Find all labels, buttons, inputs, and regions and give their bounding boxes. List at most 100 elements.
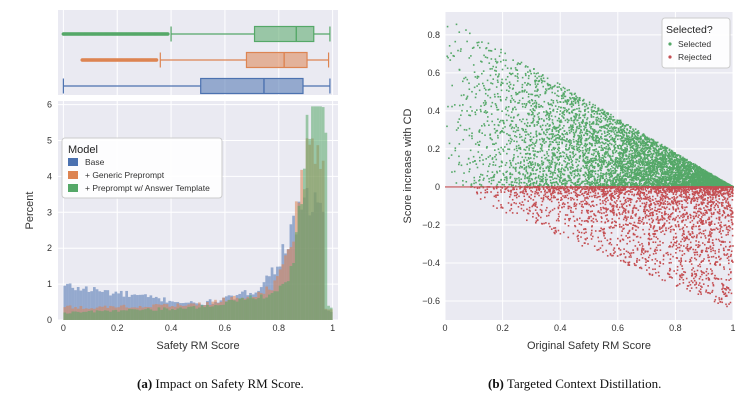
- scatter-point-selected: [619, 173, 621, 175]
- scatter-point-selected: [674, 152, 676, 154]
- scatter-point-selected: [480, 173, 482, 176]
- scatter-point-selected: [636, 130, 639, 133]
- scatter-point-selected: [574, 98, 577, 101]
- scatter-point-selected: [628, 153, 631, 156]
- scatter-point-selected: [668, 174, 671, 177]
- scatter-point-selected: [569, 171, 571, 174]
- scatter-point-selected: [553, 154, 556, 157]
- scatter-point-selected: [503, 122, 505, 125]
- scatter-point-selected: [648, 169, 650, 172]
- scatter-point-selected: [703, 173, 705, 175]
- scatter-point-selected: [612, 119, 614, 121]
- scatter-point-selected: [576, 96, 578, 99]
- hist-bar: [157, 307, 161, 320]
- hist-bar: [189, 306, 193, 320]
- scatter-point-selected: [661, 177, 664, 180]
- scatter-point-selected: [529, 140, 532, 142]
- scatter-point-selected: [611, 162, 613, 164]
- scatter-point-selected: [603, 173, 605, 176]
- scatter-point-selected: [591, 143, 593, 145]
- hist-bar: [63, 312, 67, 320]
- scatter-point-selected: [574, 184, 577, 187]
- scatter-point-selected: [646, 155, 649, 158]
- scatter-point-selected: [505, 181, 508, 184]
- scatter-point-selected: [594, 184, 597, 186]
- scatter-point-selected: [684, 166, 686, 169]
- scatter-point-selected: [645, 161, 648, 163]
- scatter-point-selected: [575, 95, 577, 97]
- scatter-point-selected: [586, 132, 589, 135]
- scatter-point-selected: [596, 119, 599, 122]
- scatter-point-selected: [560, 121, 563, 123]
- scatter-point-selected: [532, 167, 534, 170]
- scatter-point-selected: [577, 140, 580, 143]
- scatter-point-selected: [581, 103, 584, 106]
- scatter-point-selected: [540, 145, 543, 147]
- scatter-point-selected: [554, 172, 557, 174]
- scatter-point-selected: [574, 123, 577, 125]
- scatter-point-selected: [593, 175, 595, 178]
- scatter-point-selected: [605, 177, 608, 180]
- hist-xtick-label: 0: [61, 323, 66, 333]
- scatter-point-selected: [538, 133, 541, 136]
- scatter-point-selected: [559, 177, 562, 180]
- scatter-point-selected: [629, 143, 631, 145]
- scatter-point-selected: [486, 56, 489, 59]
- scatter-point-selected: [487, 89, 490, 91]
- scatter-point-selected: [683, 173, 686, 175]
- scatter-point-selected: [613, 145, 615, 148]
- scatter-point-selected: [529, 135, 532, 138]
- scatter-point-selected: [504, 164, 507, 166]
- scatter-point-selected: [582, 114, 584, 117]
- scatter-point-selected: [677, 154, 680, 156]
- scatter-point-selected: [495, 106, 498, 109]
- scatter-point-selected: [590, 173, 592, 175]
- scatter-point-selected: [645, 163, 647, 166]
- scatter-point-selected: [656, 170, 659, 172]
- scatter-point-selected: [640, 156, 643, 159]
- scatter-point-selected: [625, 175, 628, 178]
- scatter-point-selected: [611, 138, 614, 141]
- scatter-point-selected: [678, 178, 680, 180]
- scatter-point-selected: [546, 153, 549, 155]
- scatter-point-selected: [505, 113, 508, 116]
- scatter-point-selected: [578, 134, 580, 137]
- scatter-point-selected: [519, 165, 522, 168]
- scatter-point-selected: [542, 180, 544, 183]
- scatter-point-selected: [594, 110, 597, 113]
- scatter-point-selected: [661, 162, 663, 165]
- scatter-point-selected: [636, 176, 639, 179]
- scatter-point-selected: [665, 146, 668, 149]
- scatter-point-selected: [521, 156, 524, 159]
- scatter-point-selected: [664, 175, 667, 178]
- scatter-point-selected: [598, 159, 601, 162]
- scatter-point-selected: [502, 127, 504, 130]
- scatter-point-selected: [645, 157, 648, 160]
- scatter-point-selected: [481, 82, 484, 85]
- hist-xtick-label: 0.8: [273, 323, 286, 333]
- scatter-point-selected: [664, 165, 666, 168]
- scatter-point-selected: [548, 116, 550, 119]
- scatter-point-selected: [645, 178, 647, 181]
- scatter-point-selected: [597, 173, 599, 176]
- hist-bar: [133, 294, 137, 320]
- scatter-point-selected: [543, 138, 546, 140]
- scatter-point-selected: [579, 149, 582, 152]
- hist-bar: [224, 301, 228, 320]
- scatter-point-selected: [631, 156, 633, 159]
- scatter-point-selected: [559, 138, 562, 141]
- scatter-point-selected: [675, 182, 677, 184]
- scatter-point-selected: [631, 159, 633, 162]
- scatter-point-selected: [462, 138, 465, 141]
- scatter-point-selected: [618, 181, 621, 184]
- scatter-point-selected: [624, 147, 626, 149]
- scatter-point-selected: [575, 114, 577, 117]
- scatter-point-selected: [564, 100, 567, 103]
- scatter-point-selected: [533, 105, 536, 108]
- scatter-point-selected: [652, 153, 654, 155]
- scatter-point-selected: [619, 157, 622, 160]
- scatter-point-selected: [601, 156, 603, 159]
- hist-bar: [303, 168, 306, 320]
- scatter-point-selected: [535, 79, 538, 82]
- scatter-point-selected: [620, 156, 623, 159]
